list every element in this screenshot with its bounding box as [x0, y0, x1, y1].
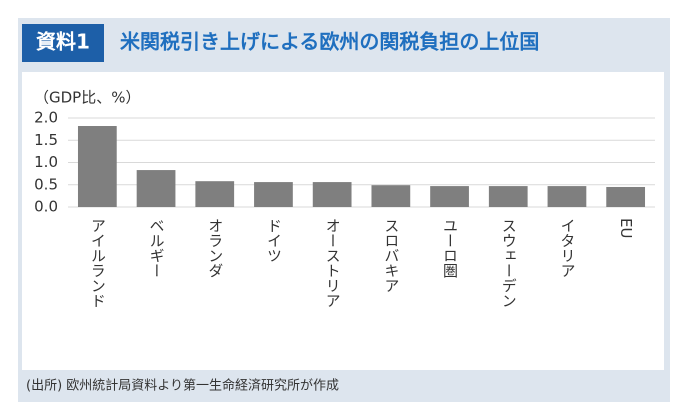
plot-panel: [22, 72, 664, 370]
x-tick-label: ドイツ: [265, 218, 283, 263]
bar: [254, 182, 293, 207]
y-tick-label: 2.0: [34, 109, 58, 127]
chart-title: 米関税引き上げによる欧州の関税負担の上位国: [120, 30, 539, 54]
bar: [195, 181, 235, 207]
bar: [136, 170, 176, 207]
x-tick-label: オーストリア: [324, 218, 342, 308]
label-box: [22, 24, 104, 62]
bar: [547, 186, 587, 207]
x-tick-label: スロバキア: [382, 218, 400, 293]
source-note: (出所) 欧州統計局資料より第一生命経済研究所が作成: [26, 378, 339, 394]
x-tick-label: EU: [617, 218, 635, 238]
y-axis-title: （GDP比、%）: [34, 89, 140, 107]
bar: [488, 186, 528, 207]
y-tick-label: 1.0: [34, 153, 58, 171]
y-tick-label: 0.0: [34, 198, 58, 216]
x-tick-label: ベルギー: [148, 218, 166, 278]
bar: [371, 185, 411, 207]
x-tick-label: オランダ: [206, 218, 224, 278]
x-tick-label: イタリア: [558, 218, 576, 278]
y-tick-label: 0.5: [34, 175, 58, 193]
bar: [430, 186, 469, 207]
bar: [606, 186, 646, 207]
figure-label: 資料1: [36, 30, 90, 54]
x-tick-label: アイルランド: [89, 218, 107, 308]
y-tick-label: 1.5: [34, 131, 58, 149]
bar: [312, 182, 352, 207]
x-tick-label: スウェーデン: [500, 218, 518, 308]
x-tick-label: ユーロ圏: [441, 218, 459, 278]
bar: [77, 126, 117, 207]
